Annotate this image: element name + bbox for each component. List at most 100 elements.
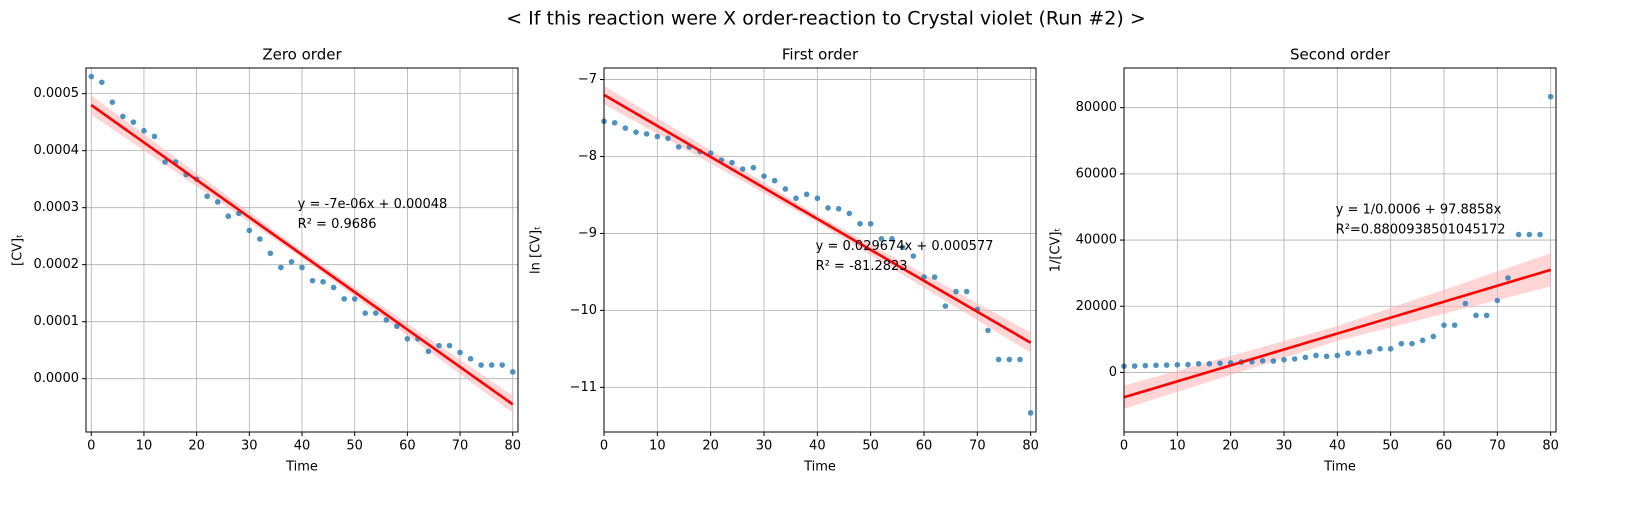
y-tick-label: −7 — [578, 72, 597, 87]
y-tick-label: 0.0000 — [34, 371, 80, 386]
x-tick-label: 80 — [1542, 439, 1559, 454]
scatter-point — [665, 135, 671, 142]
scatter-point — [478, 362, 484, 368]
scatter-point — [362, 310, 369, 316]
scatter-point — [1334, 352, 1341, 359]
x-tick-label: 50 — [862, 439, 879, 454]
annotation: y = 1/0.0006 + 97.8858x — [1336, 202, 1502, 217]
y-tick-label: 0.0003 — [34, 200, 80, 215]
scatter-point — [846, 210, 853, 217]
scatter-point — [622, 125, 629, 131]
x-tick-label: 10 — [649, 439, 666, 454]
scatter-point — [835, 206, 842, 212]
y-tick-label: 0.0002 — [34, 257, 80, 272]
scatter-point — [320, 278, 326, 285]
scatter-point — [1462, 300, 1469, 307]
x-tick-label: 60 — [916, 439, 933, 454]
scatter-point — [899, 244, 906, 251]
scatter-point — [499, 362, 505, 368]
y-axis-label: 1/[CV]ₜ — [1049, 228, 1064, 273]
scatter-point — [330, 284, 337, 291]
scatter-point — [446, 342, 453, 349]
scatter-point — [995, 356, 1002, 363]
scatter-point — [99, 79, 105, 86]
scatter-point — [162, 159, 168, 165]
scatter-point — [351, 296, 358, 302]
scatter-point — [278, 264, 284, 271]
scatter-point — [1163, 362, 1170, 368]
scatter-point — [488, 362, 495, 368]
y-tick-label: −11 — [570, 380, 597, 395]
scatter-point — [1505, 275, 1511, 281]
x-tick-label: 30 — [756, 439, 773, 454]
scatter-point — [1345, 350, 1351, 356]
scatter-point — [1195, 360, 1202, 367]
scatter-point — [1206, 360, 1213, 367]
scatter-point — [675, 144, 682, 150]
y-tick-label: −9 — [578, 226, 597, 241]
x-tick-label: 50 — [1382, 439, 1399, 454]
x-tick-label: 20 — [1222, 439, 1239, 454]
scatter-point — [889, 236, 895, 242]
y-tick-label: −8 — [578, 149, 597, 164]
fit-line — [1123, 268, 1552, 399]
x-tick-label: 0 — [600, 439, 608, 454]
x-tick-label: 0 — [87, 439, 95, 454]
scatter-point — [1409, 340, 1415, 347]
scatter-point — [633, 129, 639, 135]
annotation: R²=0.8800938501045172 — [1336, 222, 1506, 237]
scatter-point — [309, 277, 316, 284]
y-tick-label: 40000 — [1076, 233, 1117, 248]
scatter-point — [1131, 363, 1138, 369]
scatter-point — [467, 355, 474, 362]
scatter-point — [1291, 356, 1298, 362]
y-tick-label: 0.0001 — [34, 314, 80, 329]
scatter-point — [1387, 345, 1394, 352]
scatter-point — [1174, 362, 1181, 368]
scatter-point — [1217, 360, 1223, 366]
scatter-point — [394, 323, 400, 330]
scatter-point — [383, 317, 390, 323]
scatter-point — [942, 303, 949, 309]
scatter-point — [1366, 348, 1373, 355]
scatter-point — [1377, 345, 1383, 352]
fit-line — [603, 93, 1032, 344]
x-tick-label: 60 — [1436, 439, 1453, 454]
x-tick-label: 20 — [188, 439, 205, 454]
scatter-point — [1451, 322, 1458, 328]
y-tick-label: 0 — [1109, 365, 1117, 380]
fit-line — [90, 103, 514, 406]
scatter-point — [1526, 231, 1533, 238]
scatter-point — [1323, 353, 1330, 360]
x-axis-label: Time — [1323, 460, 1356, 475]
scatter-point — [372, 310, 379, 316]
annotation: y = 0.029674x + 0.000577 — [816, 239, 994, 254]
scatter-point — [1281, 356, 1287, 363]
scatter-point — [1547, 93, 1554, 100]
scatter-point — [878, 236, 885, 242]
scatter-point — [1398, 340, 1405, 347]
subplot-title: First order — [782, 46, 859, 64]
scatter-point — [141, 127, 147, 134]
scatter-point — [825, 205, 831, 211]
x-tick-label: 80 — [504, 439, 521, 454]
scatter-point — [867, 220, 874, 227]
scatter-point — [151, 133, 158, 140]
subplot-title: Zero order — [262, 46, 342, 64]
scatter-point — [257, 236, 263, 242]
scatter-point — [1537, 231, 1543, 238]
scatter-point — [793, 195, 799, 202]
scatter-point — [803, 191, 810, 198]
scatter-point — [1259, 358, 1266, 364]
scatter-point — [1483, 312, 1490, 319]
x-tick-label: 50 — [346, 439, 363, 454]
scatter-point — [1142, 362, 1149, 369]
x-tick-label: 30 — [241, 439, 258, 454]
axes-frame — [85, 67, 519, 433]
y-tick-label: −10 — [570, 303, 597, 318]
scatter-point — [1494, 297, 1501, 304]
scatter-point — [1430, 333, 1437, 340]
scatter-point — [1270, 358, 1277, 364]
